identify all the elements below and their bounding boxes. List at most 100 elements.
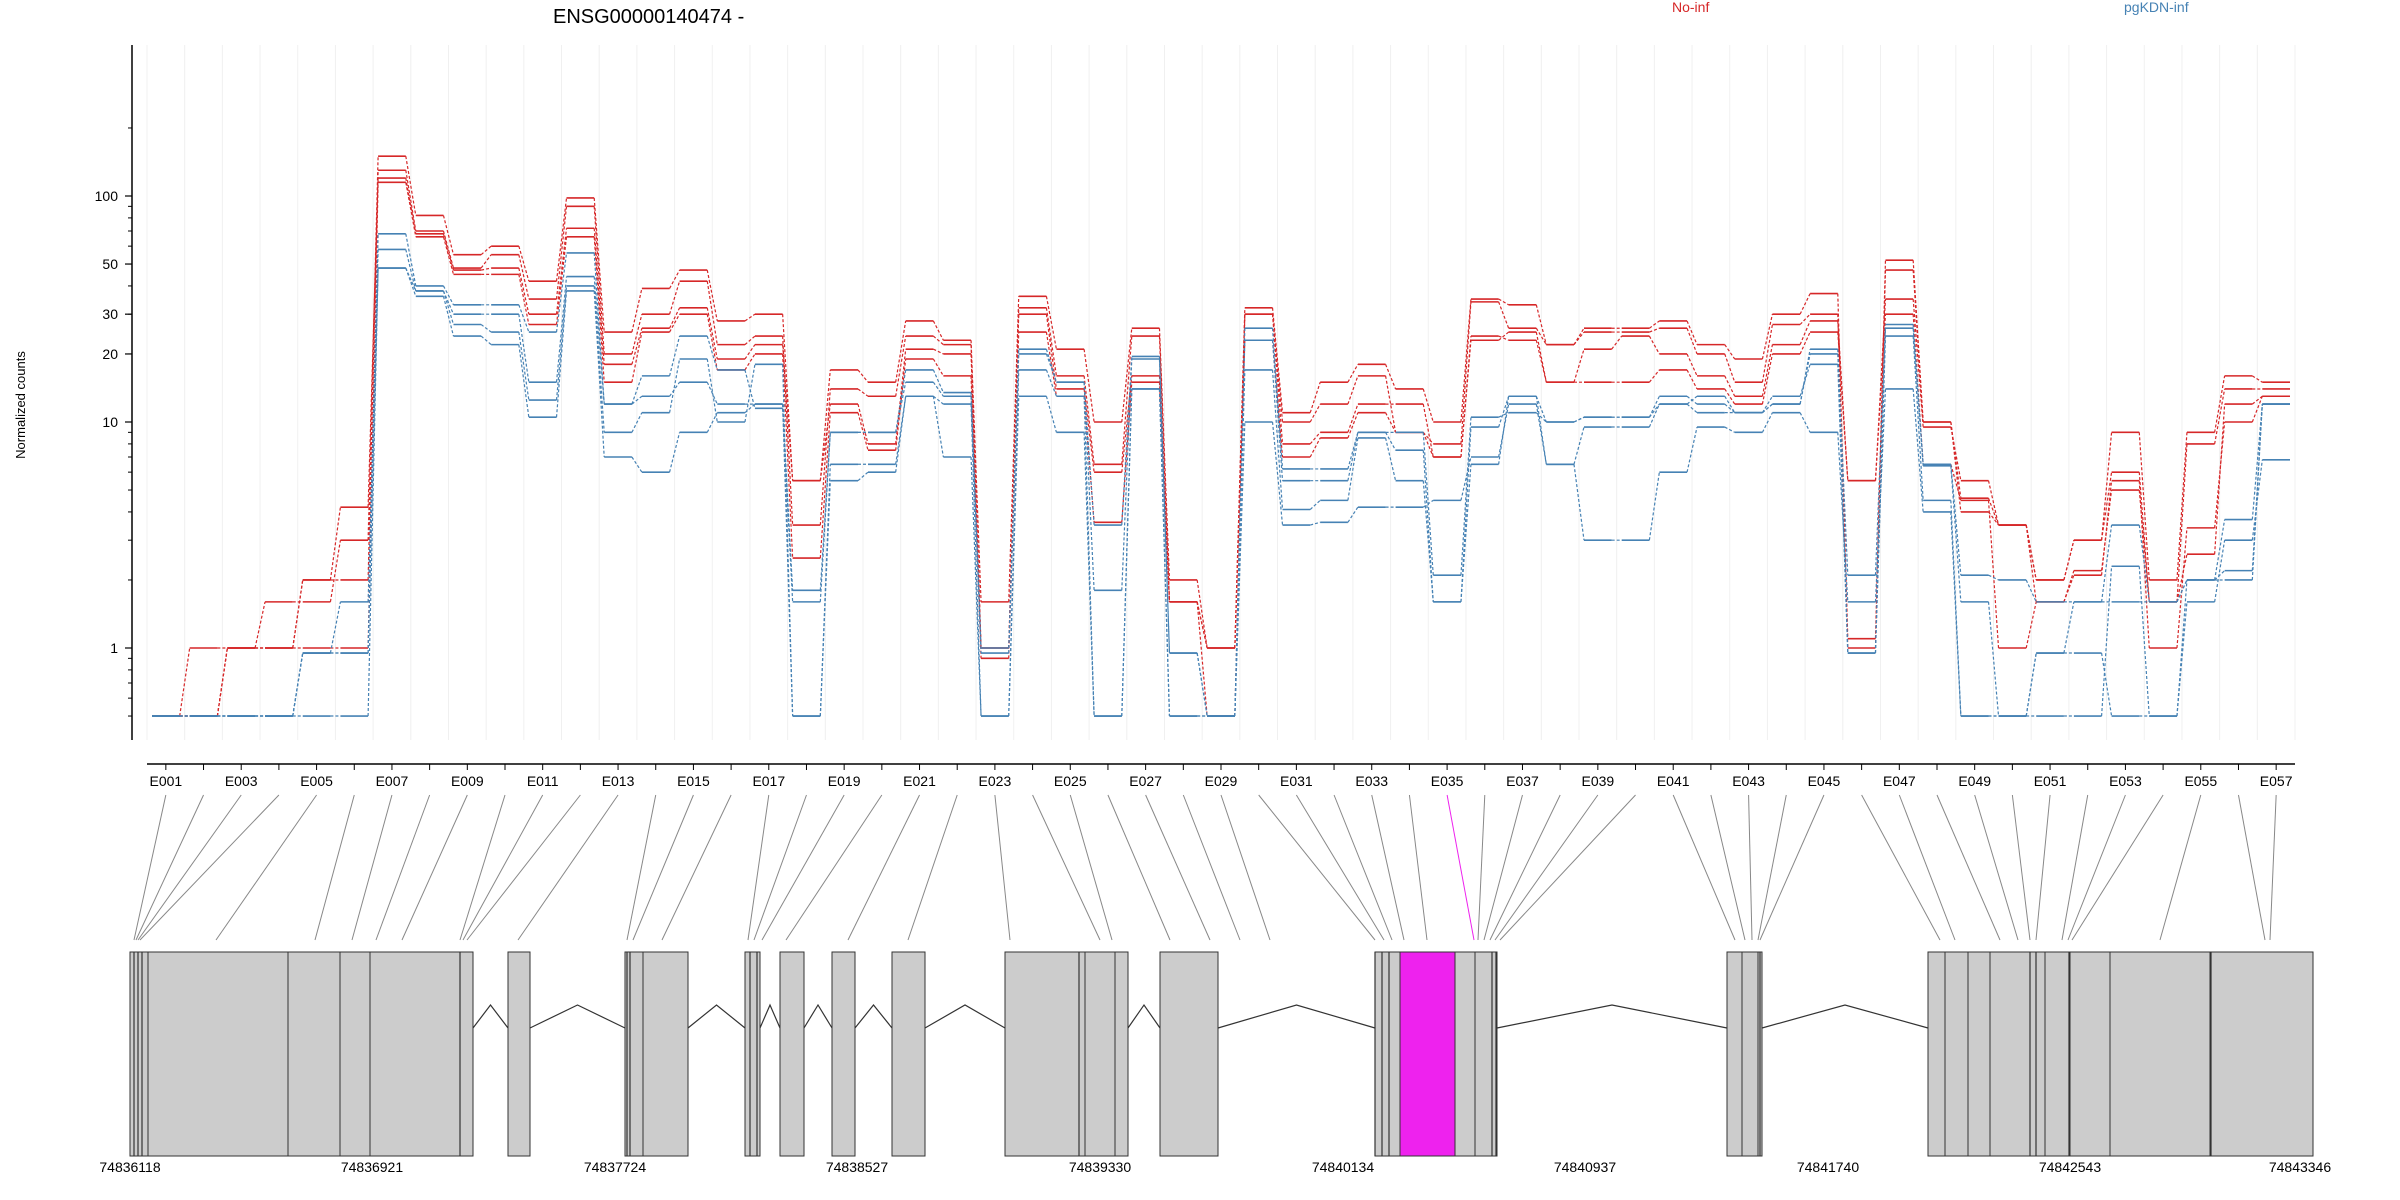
series-connector xyxy=(2251,375,2263,383)
exon-block xyxy=(1741,951,1759,1157)
series-connector xyxy=(1950,464,1962,501)
exon-connector xyxy=(1220,794,1271,941)
series-connector xyxy=(933,348,944,355)
series-0 xyxy=(152,155,2290,717)
series-connector xyxy=(1573,416,1585,423)
series-connector xyxy=(2138,489,2150,602)
series-connector xyxy=(1460,298,1472,423)
x-tick-label: E029 xyxy=(1205,773,1238,789)
series-connector xyxy=(555,197,568,282)
series-connector xyxy=(1385,364,1397,390)
exon-block xyxy=(779,951,805,1157)
series-connector xyxy=(1121,388,1133,717)
exon-connector xyxy=(2269,794,2277,941)
series-connector xyxy=(405,182,417,237)
series-connector xyxy=(1121,328,1133,423)
series-connector xyxy=(782,336,794,526)
series-connector xyxy=(857,412,869,451)
series-connector xyxy=(2251,404,2263,520)
series-connector xyxy=(179,647,191,717)
exon-connector xyxy=(1483,794,1523,941)
series-connector xyxy=(631,395,643,405)
series-connector xyxy=(1761,314,1774,360)
series-connector xyxy=(857,403,869,445)
exon-connector xyxy=(135,794,204,941)
intron-line xyxy=(1496,1004,1728,1029)
series-connector xyxy=(669,313,681,333)
series-connector xyxy=(1950,465,1962,602)
series-connector xyxy=(932,358,944,377)
series-connector xyxy=(1686,426,1698,473)
exon-block xyxy=(744,951,761,1157)
series-connector xyxy=(405,233,417,287)
series-connector xyxy=(932,396,944,458)
exon-block xyxy=(1084,951,1116,1157)
series-connector xyxy=(1724,344,1736,360)
series-connector xyxy=(1045,307,1058,376)
exon-connector xyxy=(459,794,506,941)
exon-connector xyxy=(1477,794,1486,941)
series-connector xyxy=(970,456,982,717)
series-connector xyxy=(782,314,794,481)
series-connector xyxy=(668,432,681,473)
y-tick-label: 10 xyxy=(102,414,118,430)
x-tick-label: E057 xyxy=(2260,773,2293,789)
series-connector xyxy=(2025,652,2037,717)
series-connector xyxy=(782,364,794,717)
series-connector xyxy=(1083,432,1095,717)
series-connector xyxy=(442,230,455,269)
x-tick-label: E039 xyxy=(1581,773,1614,789)
series-connector xyxy=(292,652,304,717)
exon-connector xyxy=(1371,794,1405,941)
series-connector xyxy=(1724,395,1736,413)
intron-line xyxy=(1761,1004,1929,1029)
series-connector xyxy=(970,392,982,649)
series-connector xyxy=(2100,472,2113,541)
x-tick-label: E023 xyxy=(979,773,1012,789)
exon-block xyxy=(1454,951,1476,1157)
exon-connector xyxy=(1258,794,1376,941)
series-connector xyxy=(2138,566,2150,717)
series-connector xyxy=(1271,369,1284,510)
series-connector xyxy=(1799,349,1811,405)
genome-coordinate-label: 74843346 xyxy=(2269,1159,2332,1175)
exon-block xyxy=(1944,951,1969,1157)
exon-connector xyxy=(1489,794,1561,941)
grid xyxy=(146,45,2296,740)
exon-connector xyxy=(632,794,694,941)
series-connector xyxy=(2100,432,2113,541)
exon-connector xyxy=(133,794,167,941)
series-connector xyxy=(1837,432,1849,602)
exon-block xyxy=(831,951,856,1157)
exon-connector xyxy=(1145,794,1211,941)
series-connector xyxy=(1158,356,1171,654)
exon-block xyxy=(2069,951,2111,1157)
x-tick-label: E035 xyxy=(1431,773,1464,789)
series-connector xyxy=(1309,431,1321,445)
series-connector xyxy=(1234,340,1246,649)
exon-connector xyxy=(1107,794,1171,941)
series-connector xyxy=(857,471,869,482)
series-connector xyxy=(1649,327,1660,333)
series-connector xyxy=(1573,349,1585,383)
series-connector xyxy=(1912,388,1924,512)
series-connector xyxy=(744,353,756,371)
series-connector xyxy=(2214,570,2226,581)
series-connector xyxy=(1535,396,1547,465)
genome-coordinate-label: 74837724 xyxy=(584,1159,647,1175)
series-connector xyxy=(669,280,681,315)
x-tick-label: E001 xyxy=(149,773,182,789)
series-connector xyxy=(1045,314,1058,390)
series-connector xyxy=(1799,320,1811,345)
series-connector xyxy=(1874,314,1887,481)
series-connector xyxy=(1648,369,1660,383)
series-connector xyxy=(1912,298,1924,428)
exon-connector xyxy=(626,794,657,941)
series-connector xyxy=(1761,344,1774,397)
exon-block xyxy=(1989,951,2031,1157)
series-connector xyxy=(1686,353,1698,377)
intron-line xyxy=(803,1003,833,1029)
series-connector xyxy=(1837,364,1849,654)
series-connector xyxy=(819,404,831,481)
series-connector xyxy=(1874,324,1887,576)
